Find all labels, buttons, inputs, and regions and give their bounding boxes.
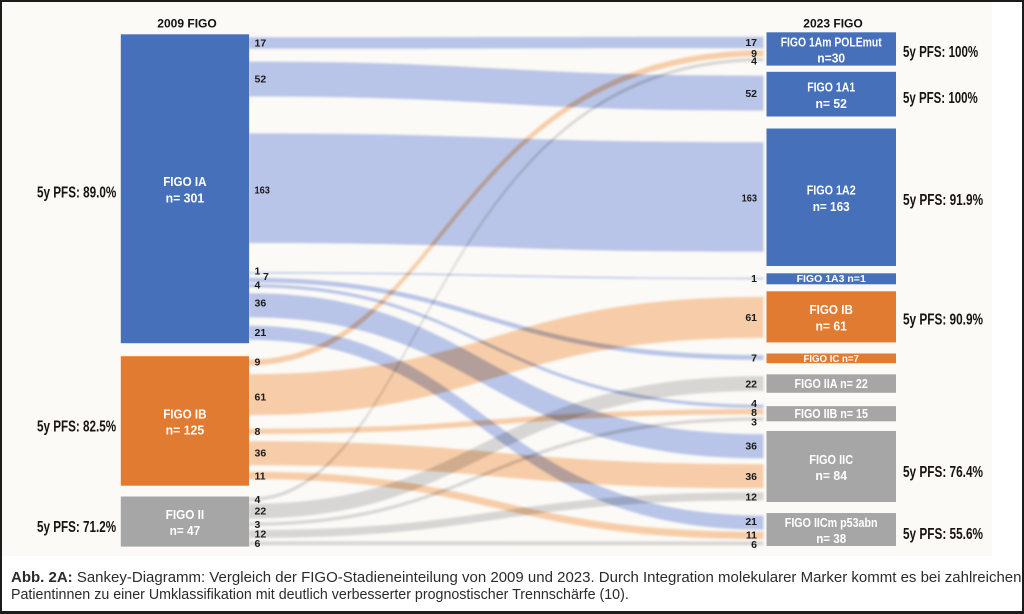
svg-text:n= 38: n= 38 [816, 532, 846, 546]
svg-text:36: 36 [745, 471, 757, 483]
svg-text:36: 36 [255, 447, 267, 459]
svg-text:5y PFS: 90.9%: 5y PFS: 90.9% [903, 312, 983, 329]
svg-text:21: 21 [255, 327, 267, 339]
svg-text:n= 163: n= 163 [813, 199, 850, 214]
svg-text:5y PFS: 71.2%: 5y PFS: 71.2% [37, 519, 116, 536]
svg-text:FIGO II: FIGO II [166, 507, 205, 522]
svg-text:36: 36 [745, 440, 757, 452]
svg-text:12: 12 [255, 528, 267, 540]
svg-text:FIGO IIB n= 15: FIGO IIB n= 15 [794, 407, 868, 421]
svg-text:FIGO IB: FIGO IB [810, 302, 853, 317]
svg-text:FIGO IICm p53abn: FIGO IICm p53abn [785, 516, 878, 530]
svg-text:2009 FIGO: 2009 FIGO [157, 16, 217, 30]
svg-text:n= 47: n= 47 [170, 523, 201, 538]
svg-text:2023 FIGO: 2023 FIGO [803, 16, 863, 30]
svg-text:FIGO 1A1: FIGO 1A1 [807, 80, 855, 95]
svg-text:n=30: n=30 [817, 52, 845, 66]
svg-text:n= 125: n= 125 [166, 423, 205, 438]
svg-text:FIGO IC n=7: FIGO IC n=7 [804, 354, 860, 365]
svg-text:11: 11 [255, 471, 266, 483]
svg-text:3: 3 [751, 417, 757, 429]
svg-text:n= 61: n= 61 [815, 319, 847, 334]
svg-text:52: 52 [255, 74, 267, 86]
svg-text:36: 36 [255, 298, 267, 310]
svg-text:5y PFS: 82.5%: 5y PFS: 82.5% [37, 419, 116, 436]
svg-text:163: 163 [255, 185, 271, 197]
svg-text:17: 17 [255, 38, 267, 50]
svg-text:FIGO IA: FIGO IA [163, 174, 207, 189]
svg-text:9: 9 [751, 48, 757, 60]
svg-text:5y PFS: 89.0%: 5y PFS: 89.0% [37, 185, 116, 202]
svg-text:n= 301: n= 301 [166, 190, 205, 205]
svg-text:FIGO 1A2: FIGO 1A2 [807, 183, 856, 198]
svg-text:4: 4 [751, 56, 757, 68]
svg-text:22: 22 [745, 378, 757, 390]
svg-text:FIGO IIA n= 22: FIGO IIA n= 22 [795, 377, 868, 391]
svg-text:6: 6 [255, 538, 261, 550]
svg-text:5y PFS: 76.4%: 5y PFS: 76.4% [903, 464, 983, 481]
svg-text:FIGO 1Am POLEmut: FIGO 1Am POLEmut [781, 35, 883, 49]
svg-text:1: 1 [255, 265, 261, 277]
svg-text:FIGO IB: FIGO IB [163, 406, 206, 421]
svg-text:9: 9 [255, 357, 261, 369]
svg-text:61: 61 [745, 312, 757, 324]
svg-text:5y PFS: 100%: 5y PFS: 100% [903, 44, 978, 61]
svg-text:n= 52: n= 52 [815, 96, 847, 111]
svg-text:7: 7 [751, 352, 757, 364]
svg-text:8: 8 [255, 426, 261, 438]
svg-text:5y PFS: 55.6%: 5y PFS: 55.6% [903, 526, 983, 543]
svg-text:5y PFS: 91.9%: 5y PFS: 91.9% [903, 192, 983, 209]
svg-text:22: 22 [255, 506, 267, 518]
svg-text:1: 1 [751, 273, 757, 285]
svg-text:12: 12 [745, 492, 757, 504]
svg-text:FIGO IIC: FIGO IIC [809, 452, 853, 467]
svg-text:3: 3 [255, 519, 261, 531]
svg-text:FIGO 1A3 n=1: FIGO 1A3 n=1 [797, 274, 867, 285]
svg-text:8: 8 [751, 407, 757, 419]
svg-text:21: 21 [745, 516, 757, 528]
svg-text:61: 61 [255, 392, 267, 404]
svg-text:4: 4 [751, 398, 757, 410]
svg-text:4: 4 [255, 494, 261, 506]
svg-text:52: 52 [745, 88, 757, 100]
svg-text:6: 6 [751, 539, 757, 551]
svg-text:7: 7 [263, 271, 269, 283]
svg-text:4: 4 [255, 280, 261, 292]
svg-text:11: 11 [746, 530, 757, 542]
svg-text:5y PFS: 100%: 5y PFS: 100% [903, 90, 978, 107]
svg-text:n= 84: n= 84 [815, 468, 847, 483]
svg-text:163: 163 [742, 192, 758, 204]
svg-text:17: 17 [745, 37, 757, 49]
